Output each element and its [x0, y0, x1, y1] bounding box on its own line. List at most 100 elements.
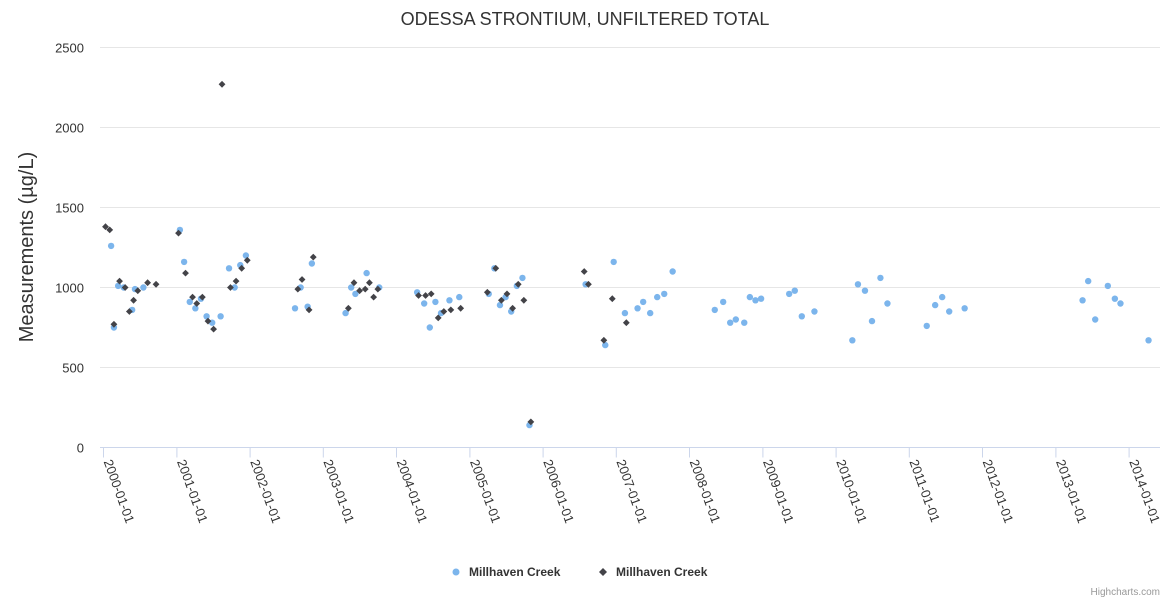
data-point-diamond [527, 418, 535, 426]
data-point-circle [217, 313, 224, 320]
x-axis-ticks: 2000-01-01 2001-01-01 2002-01-01 2003-01-01… [101, 447, 1163, 525]
x-tick-label: 2003-01-01 [320, 457, 357, 525]
data-point-circle [352, 290, 359, 298]
data-point-diamond [374, 285, 382, 293]
data-point-diamond [622, 319, 630, 327]
series-millhaven-creek-circles [107, 226, 1152, 429]
data-point-diamond [298, 276, 306, 283]
credits-link[interactable]: Highcharts.com [1091, 587, 1160, 598]
data-point-diamond [130, 296, 137, 304]
data-point-diamond [182, 269, 189, 277]
x-tick-label: 2013-01-01 [1053, 457, 1090, 525]
x-tick-label: 2011-01-01 [906, 457, 943, 524]
data-point-circle [1092, 316, 1099, 323]
data-point-circle [231, 284, 238, 291]
data-point-diamond [457, 304, 465, 312]
data-point-diamond [218, 80, 226, 88]
data-point-circle [363, 269, 370, 277]
data-point-diamond [189, 293, 196, 301]
data-point-circle [225, 265, 233, 272]
data-point-circle [291, 305, 299, 312]
x-tick-label: 2001-01-01 [174, 457, 211, 525]
grid-lines [100, 47, 1160, 368]
y-tick-label: 2000 [55, 121, 84, 136]
data-point-circle [456, 293, 463, 301]
data-point-diamond [106, 226, 114, 234]
legend: Millhaven Creek Millhaven Creek [452, 565, 708, 579]
data-point-circle [432, 298, 439, 306]
data-point-circle [107, 242, 115, 250]
y-tick-label: 500 [62, 361, 84, 376]
data-point-circle [785, 290, 793, 298]
data-point-circle [646, 309, 654, 317]
data-point-circle [1117, 300, 1124, 307]
legend-diamond-marker-icon [599, 568, 607, 576]
data-point-diamond [492, 264, 500, 272]
data-point-circle [877, 274, 884, 282]
data-point-circle [426, 324, 433, 331]
data-point-diamond [125, 308, 133, 315]
legend-label-series-1: Millhaven Creek [469, 565, 561, 579]
data-point-circle [342, 309, 349, 317]
x-tick-label: 2002-01-01 [247, 457, 284, 525]
data-point-diamond [434, 314, 442, 322]
x-tick-label: 2012-01-01 [980, 457, 1017, 525]
data-point-diamond [350, 279, 358, 287]
data-point-circle [711, 306, 718, 314]
data-point-diamond [440, 308, 448, 315]
data-point-circle [1145, 337, 1152, 344]
data-point-circle [1084, 277, 1092, 285]
data-point-circle [861, 287, 869, 294]
data-point-circle [727, 319, 734, 326]
data-point-circle [923, 322, 930, 330]
data-point-diamond [243, 256, 251, 264]
data-point-circle [610, 258, 617, 266]
y-tick-label: 1000 [55, 281, 84, 296]
data-point-diamond [415, 292, 422, 299]
data-point-circle [961, 305, 968, 312]
legend-item-series-2[interactable]: Millhaven Creek [599, 565, 708, 579]
data-point-diamond [116, 277, 123, 285]
data-point-circle [621, 309, 629, 317]
data-point-circle [931, 301, 939, 309]
x-tick-label: 2007-01-01 [613, 457, 650, 525]
data-point-circle [1079, 297, 1086, 304]
y-axis-ticks: 0 500 1000 1500 2000 2500 [55, 41, 84, 456]
data-point-diamond [483, 288, 491, 296]
data-point-circle [1104, 282, 1112, 290]
y-tick-label: 2500 [55, 41, 84, 56]
data-point-diamond [121, 284, 129, 291]
data-point-circle [661, 290, 668, 298]
data-point-diamond [198, 293, 206, 301]
chart-title: ODESSA STRONTIUM, UNFILTERED TOTAL [401, 9, 770, 29]
data-point-diamond [110, 320, 118, 328]
data-point-diamond [193, 300, 201, 307]
x-tick-label: 2014-01-01 [1126, 457, 1163, 525]
data-point-circle [746, 293, 754, 301]
data-point-diamond [514, 280, 522, 288]
data-point-diamond [503, 290, 511, 298]
data-point-diamond [356, 287, 363, 295]
legend-item-series-1[interactable]: Millhaven Creek [452, 565, 561, 579]
data-point-diamond [361, 285, 369, 293]
data-point-circle [868, 317, 876, 325]
data-point-diamond [608, 295, 616, 303]
data-point-circle [639, 298, 647, 306]
data-point-circle [654, 293, 661, 301]
data-point-diamond [134, 287, 142, 295]
data-point-circle [741, 319, 748, 326]
data-point-diamond [497, 296, 505, 304]
data-point-circle [347, 284, 355, 291]
data-point-diamond [344, 304, 352, 312]
data-point-circle [811, 308, 818, 315]
data-point-diamond [427, 290, 435, 298]
data-point-circle [420, 300, 428, 307]
y-tick-label: 1500 [55, 201, 84, 216]
data-point-diamond [585, 280, 592, 288]
legend-circle-marker-icon [452, 568, 460, 576]
data-point-diamond [175, 229, 182, 237]
x-tick-label: 2010-01-01 [833, 457, 870, 525]
x-tick-label: 2000-01-01 [101, 457, 138, 525]
data-point-circle [180, 258, 188, 266]
data-point-diamond [580, 268, 588, 275]
